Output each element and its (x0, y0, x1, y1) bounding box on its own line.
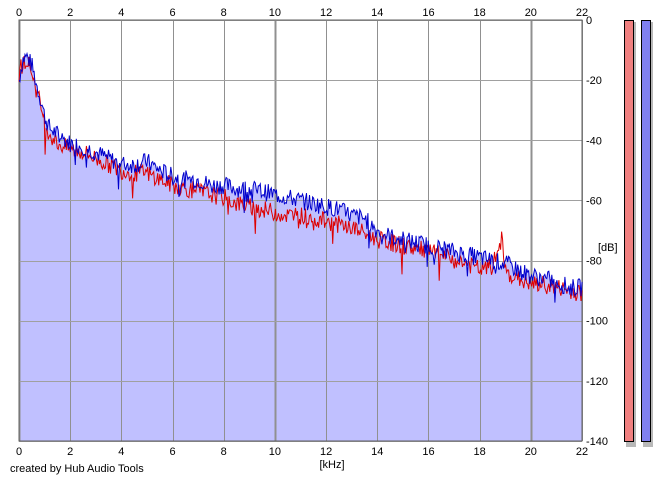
x-tick-label-top: 10 (269, 7, 281, 19)
x-tick-label-top: 20 (525, 7, 537, 19)
grid-layer (18, 19, 583, 442)
x-tick-label-top: 18 (474, 7, 486, 19)
x-tick-label-top: 2 (67, 7, 73, 19)
y-tick-label: -120 (586, 376, 608, 388)
x-tick-label-top: 8 (221, 7, 227, 19)
x-tick-label-bottom: 12 (320, 446, 332, 458)
plot-border (18, 19, 583, 442)
x-tick-label-bottom: 14 (371, 446, 383, 458)
x-tick-label-top: 6 (169, 7, 175, 19)
x-tick-label-bottom: 8 (221, 446, 227, 458)
spectrum-area-fill-0 (19, 53, 582, 441)
tick-label-layer: 002244668810101212141416161818202022220-… (16, 7, 608, 458)
x-tick-label-bottom: 10 (269, 446, 281, 458)
x-tick-label-bottom: 4 (118, 446, 124, 458)
x-tick-label-top: 16 (422, 7, 434, 19)
y-tick-label: -40 (586, 135, 602, 147)
y-tick-label: -100 (586, 316, 608, 328)
spectrum-lines-layer (18, 51, 583, 303)
x-tick-label-bottom: 16 (422, 446, 434, 458)
x-axis-label: [kHz] (319, 459, 344, 471)
y-tick-label: -80 (586, 256, 602, 268)
x-tick-label-bottom: 22 (576, 446, 588, 458)
x-tick-label-top: 22 (576, 7, 588, 19)
y-tick-label: 0 (586, 15, 592, 27)
spectrum-line-0 (18, 51, 583, 303)
level-meter-right (641, 20, 651, 442)
x-tick-label-bottom: 0 (16, 446, 22, 458)
credit-text: created by Hub Audio Tools (10, 463, 144, 475)
level-meter-left (624, 20, 634, 442)
y-tick-label: -60 (586, 195, 602, 207)
x-tick-label-bottom: 20 (525, 446, 537, 458)
x-tick-label-bottom: 2 (67, 446, 73, 458)
y-axis-label: [dB] (598, 242, 618, 254)
x-tick-label-top: 4 (118, 7, 124, 19)
x-tick-label-top: 12 (320, 7, 332, 19)
x-tick-label-top: 0 (16, 7, 22, 19)
x-tick-label-bottom: 6 (169, 446, 175, 458)
spectrum-fill-layer (19, 53, 582, 441)
level-meters (624, 20, 653, 447)
x-tick-label-top: 14 (371, 7, 383, 19)
y-tick-label: -140 (586, 436, 608, 448)
y-tick-label: -20 (586, 75, 602, 87)
x-tick-label-bottom: 18 (474, 446, 486, 458)
